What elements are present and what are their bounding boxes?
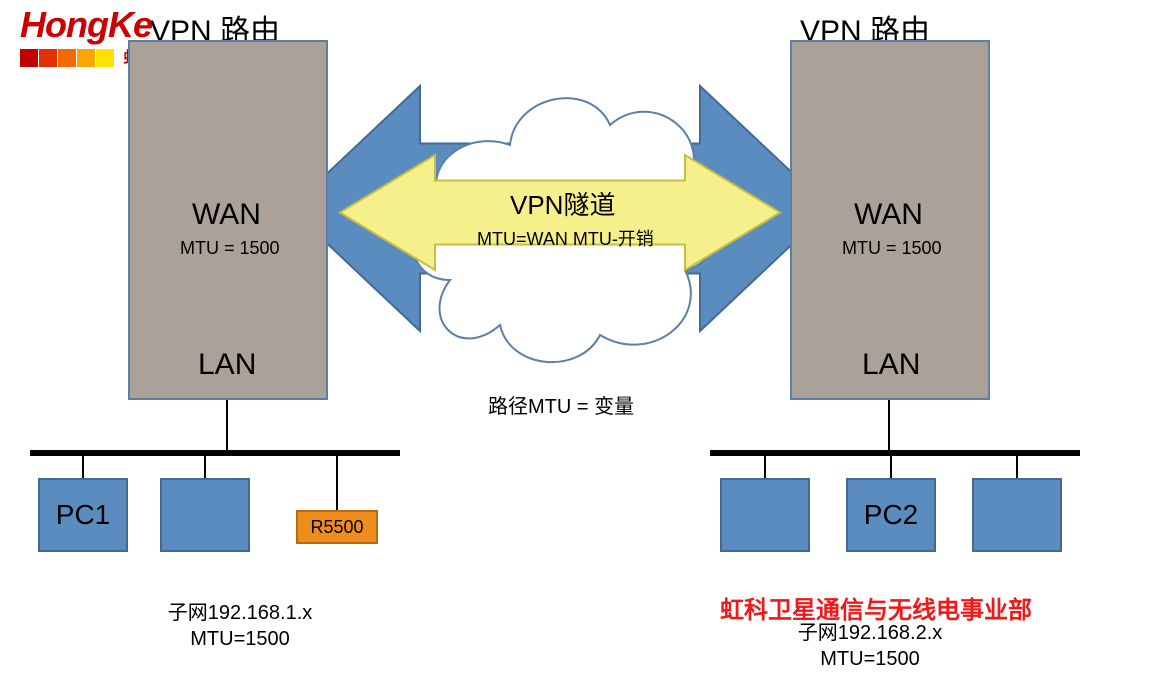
right-node-stub <box>890 456 892 478</box>
logo-square <box>20 49 38 67</box>
left-subnet-line1: 子网192.168.1.x <box>168 602 313 624</box>
right-node-stub <box>764 456 766 478</box>
vpn-tunnel-label: VPN隧道 <box>510 185 615 222</box>
left-wan-label: WAN <box>192 198 261 232</box>
right-pc-box <box>972 478 1062 552</box>
logo-square <box>96 49 114 67</box>
left-pc-box: PC1 <box>38 478 128 552</box>
right-subnet: 子网192.168.2.x MTU=1500 <box>760 620 980 672</box>
left-lan-label: LAN <box>198 348 256 382</box>
left-router-stub <box>226 400 228 450</box>
left-r5500-box: R5500 <box>296 510 378 544</box>
right-pc-box: PC2 <box>846 478 936 552</box>
vpn-tunnel-mtu-label: MTU=WAN MTU-开销 <box>477 225 654 251</box>
logo-square <box>77 49 95 67</box>
left-wan-mtu: MTU = 1500 <box>180 238 280 259</box>
right-wan-label: WAN <box>854 198 923 232</box>
right-node-stub <box>1016 456 1018 478</box>
left-bus-line <box>30 450 400 456</box>
left-pc-box <box>160 478 250 552</box>
right-router-stub <box>888 400 890 450</box>
path-mtu-label: 路径MTU = 变量 <box>488 390 634 419</box>
right-subnet-line2: MTU=1500 <box>820 648 920 670</box>
left-subnet-line2: MTU=1500 <box>190 628 290 650</box>
right-pc-box <box>720 478 810 552</box>
left-node-stub <box>336 456 338 510</box>
logo-color-squares <box>20 54 115 71</box>
left-node-stub <box>82 456 84 478</box>
right-subnet-line1: 子网192.168.2.x <box>798 622 943 644</box>
left-node-stub <box>204 456 206 478</box>
logo-square <box>58 49 76 67</box>
right-wan-mtu: MTU = 1500 <box>842 238 942 259</box>
right-lan-label: LAN <box>862 348 920 382</box>
logo-square <box>39 49 57 67</box>
footer-red-text: 虹科卫星通信与无线电事业部 <box>720 590 1032 625</box>
left-subnet: 子网192.168.1.x MTU=1500 <box>130 600 350 652</box>
